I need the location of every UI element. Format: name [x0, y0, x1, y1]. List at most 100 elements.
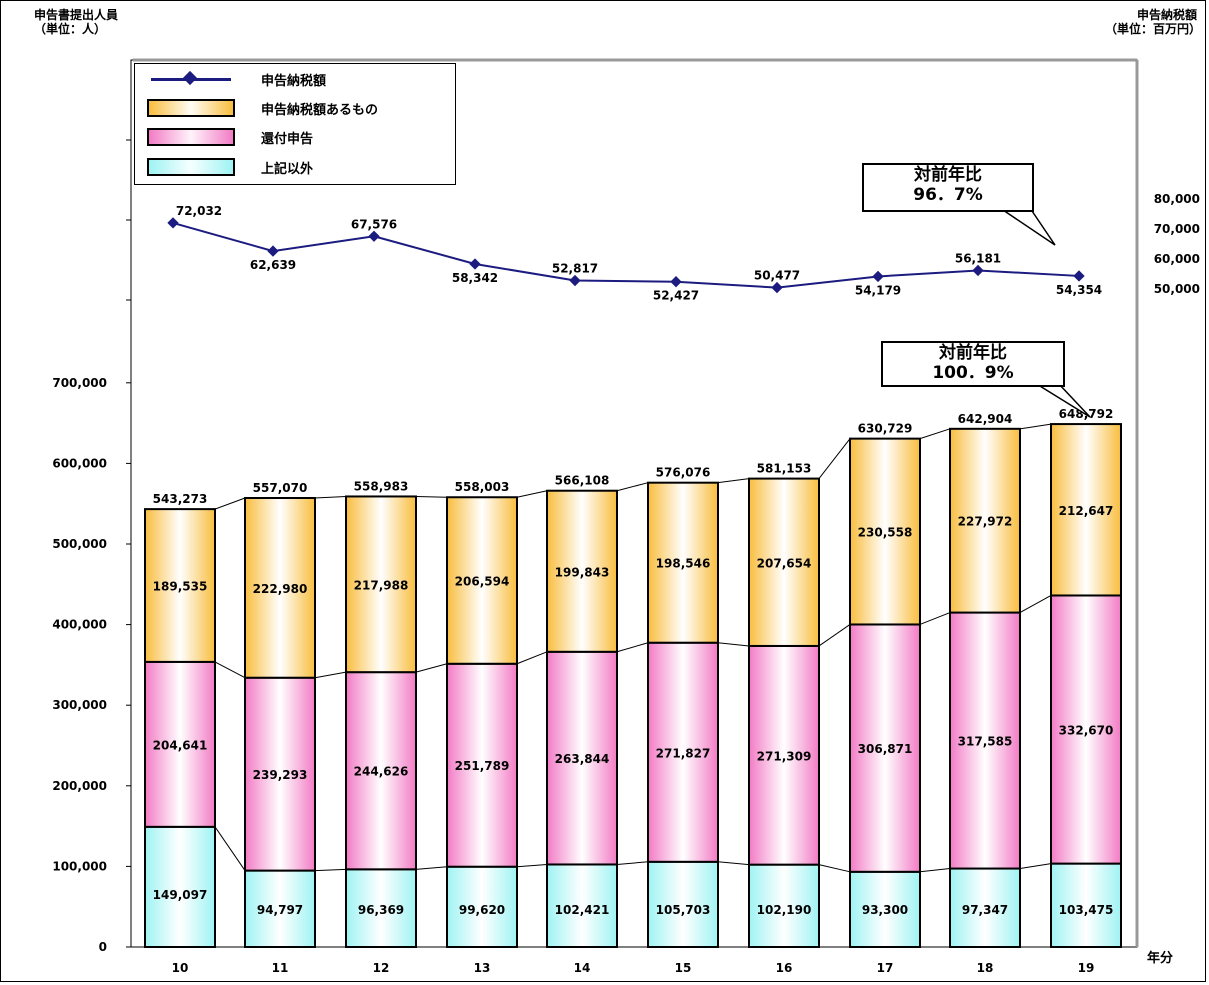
series-connector — [1019, 863, 1052, 870]
legend-label: 申告納税額あるもの — [261, 102, 379, 118]
y-tick-label: 600,000 — [52, 456, 107, 470]
series-connector — [616, 482, 649, 492]
series-connector — [516, 651, 548, 665]
bar-segment-payable — [345, 495, 417, 674]
series-connector — [516, 863, 548, 868]
callout-filers-yoy: 対前年比 100．9% — [881, 341, 1065, 387]
x-tick-label: 19 — [1078, 961, 1095, 975]
legend-item-other: 上記以外 — [147, 156, 313, 178]
data-label: 94,797 — [257, 903, 303, 917]
legend: 申告納税額 申告納税額あるもの 還付申告 上記以外 — [134, 63, 456, 185]
legend-label: 上記以外 — [261, 161, 314, 177]
bar-segment-other — [345, 868, 417, 949]
line-point-marker — [771, 281, 783, 294]
total-label: 581,153 — [757, 462, 812, 476]
bar-segment-refund — [949, 611, 1021, 870]
callout-title: 対前年比 — [939, 343, 1007, 363]
x-axis-unit: 年分 — [1147, 950, 1173, 966]
y-tick-label: 700,000 — [52, 376, 107, 390]
data-label: 230,558 — [858, 526, 913, 540]
series-connector — [516, 490, 548, 498]
bar-segment-other — [446, 865, 518, 949]
line-data-label: 54,354 — [1056, 283, 1102, 297]
x-tick-label: 14 — [574, 961, 591, 975]
x-tick-label: 13 — [474, 961, 491, 975]
legend-label: 還付申告 — [261, 131, 314, 147]
data-label: 103,475 — [1059, 903, 1114, 917]
callout-tax-yoy: 対前年比 96．7% — [862, 163, 1034, 212]
series-connector — [818, 864, 851, 873]
series-connector — [919, 428, 951, 440]
line-data-label: 56,181 — [955, 251, 1001, 265]
bar-segment-refund — [546, 650, 618, 866]
series-connector — [415, 495, 448, 498]
series-connector — [717, 478, 750, 484]
series-connector — [314, 671, 347, 679]
total-label: 557,070 — [253, 481, 308, 495]
total-label: 543,273 — [153, 492, 208, 506]
line-data-label: 50,477 — [754, 269, 800, 283]
series-connector — [818, 624, 851, 647]
callout-title: 対前年比 — [914, 165, 982, 185]
callout-value: 100．9% — [932, 363, 1014, 383]
bar-segment-payable — [244, 497, 316, 679]
line-point-marker — [972, 264, 984, 277]
bar-segment-payable — [748, 477, 820, 647]
bar-segment-other — [546, 863, 618, 948]
bar-segment-other — [949, 867, 1021, 949]
line-data-label: 67,576 — [351, 217, 397, 231]
series-connector — [717, 861, 750, 866]
bar-segment-other — [647, 860, 719, 949]
line-point-marker — [167, 217, 179, 229]
legend-item-payable: 申告納税額あるもの — [147, 97, 378, 119]
series-connector — [616, 642, 649, 653]
y-tick-label: 200,000 — [52, 779, 107, 793]
series-connector — [919, 868, 951, 873]
data-label: 212,647 — [1059, 504, 1114, 518]
line-data-label: 62,639 — [250, 258, 296, 272]
bar-segment-payable — [949, 427, 1021, 614]
legend-item-refund: 還付申告 — [147, 126, 313, 148]
series-connector — [214, 661, 246, 679]
bar-segment-other — [144, 825, 216, 948]
series-connector — [1019, 423, 1052, 430]
data-label: 204,641 — [153, 738, 208, 752]
series-connector — [415, 866, 448, 870]
bar-segment-refund — [446, 662, 518, 868]
legend-label: 申告納税額 — [261, 73, 327, 89]
bar-segment-refund — [849, 623, 921, 873]
data-label: 207,654 — [757, 556, 812, 570]
data-label: 206,594 — [455, 575, 510, 589]
bar-segment-other — [748, 863, 820, 949]
series-connector — [314, 868, 347, 872]
bar-segment-payable — [446, 496, 518, 665]
y2-tick-label: 70,000 — [1154, 222, 1200, 236]
legend-swatch-refund — [147, 128, 235, 146]
line-data-label: 54,179 — [855, 283, 901, 297]
bar-segment-payable — [144, 508, 216, 663]
data-label: 271,827 — [656, 746, 711, 760]
bar-segment-payable — [1050, 423, 1122, 597]
x-tick-label: 11 — [272, 961, 289, 975]
data-label: 222,980 — [253, 582, 308, 596]
callout-pointer — [999, 207, 1056, 246]
line-diamond-marker-icon — [147, 70, 235, 88]
data-label: 102,190 — [757, 903, 812, 917]
bar-segment-other — [1050, 862, 1122, 948]
x-tick-label: 17 — [877, 961, 894, 975]
data-label: 97,347 — [962, 903, 1008, 917]
x-tick-label: 12 — [373, 961, 390, 975]
callout-pointer — [1034, 382, 1091, 418]
bar-segment-payable — [849, 437, 921, 626]
data-label: 199,843 — [555, 565, 610, 579]
data-label: 263,844 — [555, 752, 610, 766]
y2-tick-label: 60,000 — [1154, 252, 1200, 266]
total-label: 566,108 — [555, 474, 610, 488]
line-point-marker — [1073, 270, 1085, 282]
series-connector — [214, 826, 246, 871]
data-label: 317,585 — [958, 735, 1013, 749]
bar-segment-other — [849, 870, 921, 948]
data-label: 239,293 — [253, 768, 308, 782]
data-label: 198,546 — [656, 557, 711, 571]
